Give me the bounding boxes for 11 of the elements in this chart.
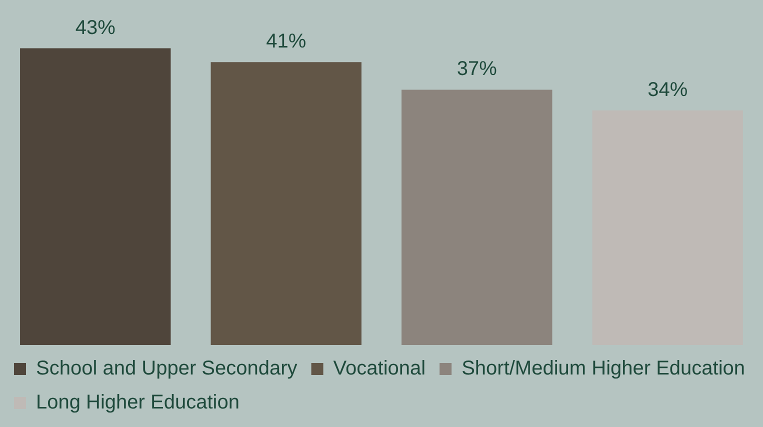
legend-label: Long Higher Education [36, 392, 240, 414]
bar [402, 90, 552, 345]
bar [210, 62, 362, 345]
bar [20, 48, 171, 345]
data-label: 37% [456, 58, 498, 80]
data-label: 41% [266, 30, 306, 53]
data-label: 34% [648, 78, 688, 101]
legend-label: Short/Medium Higher Education [462, 358, 746, 380]
data-label: 43% [75, 16, 116, 39]
legend-label: School and Upper Secondary [36, 358, 298, 380]
legend-label: Vocational [333, 358, 426, 380]
